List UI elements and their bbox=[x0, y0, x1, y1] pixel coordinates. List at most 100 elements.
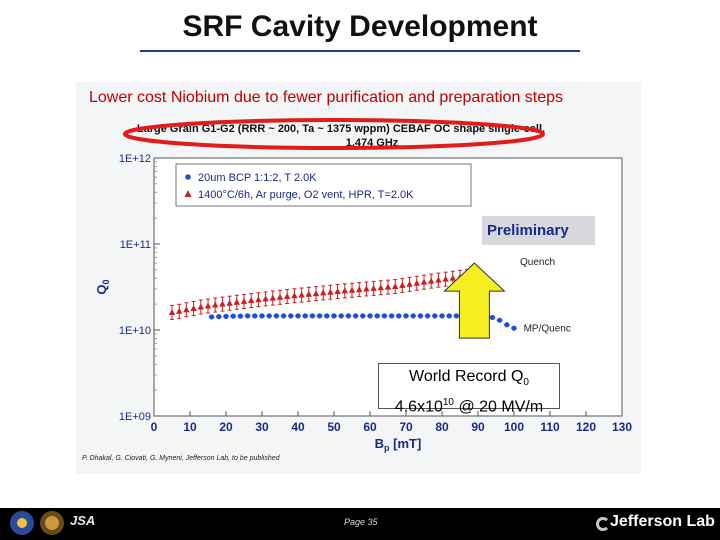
data-point-triangle bbox=[176, 307, 183, 314]
data-point-circle bbox=[389, 313, 395, 319]
data-point-circle bbox=[288, 313, 294, 319]
data-point-circle bbox=[432, 313, 438, 319]
data-point-circle bbox=[302, 313, 308, 319]
callout-line-1: World Record Q0 bbox=[409, 368, 529, 389]
x-tick-label: 20 bbox=[219, 420, 233, 434]
x-tick-label: 80 bbox=[435, 420, 449, 434]
data-point-triangle bbox=[327, 288, 334, 295]
x-tick-label: 10 bbox=[183, 420, 197, 434]
data-point-circle bbox=[403, 313, 409, 319]
data-point-circle bbox=[345, 313, 351, 319]
data-point-triangle bbox=[399, 281, 406, 288]
data-point-triangle bbox=[320, 289, 327, 296]
x-tick-label: 60 bbox=[363, 420, 377, 434]
data-point-triangle bbox=[204, 302, 212, 309]
chart-legend: 20um BCP 1:1:2, T 2.0K 1400°C/6h, Ar purg… bbox=[175, 163, 472, 207]
data-point-circle bbox=[453, 313, 459, 319]
title-highlight-ellipse bbox=[123, 118, 545, 150]
data-point-circle bbox=[374, 313, 380, 319]
legend-marker-circle bbox=[185, 174, 191, 180]
data-point-circle bbox=[223, 313, 229, 319]
data-point-circle bbox=[281, 313, 287, 319]
data-point-circle bbox=[367, 313, 373, 319]
y-tick-label: 1E+09 bbox=[119, 411, 151, 423]
y-tick-label: 1E+12 bbox=[119, 153, 151, 165]
x-tick-label: 30 bbox=[255, 420, 269, 434]
jefferson-lab-swoosh-icon bbox=[596, 517, 610, 531]
x-tick-label: 110 bbox=[540, 420, 560, 434]
data-point-circle bbox=[511, 325, 517, 331]
y-axis-label: Q0 bbox=[94, 279, 111, 294]
doe-seal-icon bbox=[10, 511, 34, 535]
y-tick-label: 1E+10 bbox=[119, 325, 151, 337]
callout-arrow bbox=[443, 262, 506, 339]
x-tick-label: 120 bbox=[576, 420, 596, 434]
data-point-circle bbox=[259, 313, 265, 319]
preliminary-badge: Preliminary bbox=[482, 216, 595, 245]
data-point-triangle bbox=[298, 291, 305, 298]
data-point-circle bbox=[230, 313, 236, 319]
data-point-circle bbox=[338, 313, 344, 319]
x-tick-label: 100 bbox=[504, 420, 524, 434]
data-point-triangle bbox=[219, 300, 226, 307]
data-point-triangle bbox=[341, 287, 348, 294]
world-record-callout: World Record Q0 4.6x1010 @ 20 MV/m bbox=[378, 363, 560, 416]
data-point-triangle bbox=[334, 288, 341, 295]
data-point-triangle bbox=[183, 306, 190, 313]
seal-icon bbox=[40, 511, 64, 535]
x-tick-label: 70 bbox=[399, 420, 413, 434]
legend-marker-triangle bbox=[184, 190, 192, 197]
data-point-triangle bbox=[284, 293, 291, 300]
data-point-circle bbox=[317, 313, 323, 319]
data-point-circle bbox=[381, 313, 387, 319]
chart-annotation: Quench bbox=[520, 257, 555, 268]
data-point-triangle bbox=[435, 276, 442, 283]
data-point-circle bbox=[425, 313, 431, 319]
chart-axes: 0 10 20 30 40 50 60 70 80 90 100 110 120 130 1E+09 1E+1… bbox=[94, 153, 632, 453]
chart-credit: P. Dhakal, G. Ciovati, G. Myneni, Jeffer… bbox=[82, 455, 281, 462]
data-point-triangle bbox=[226, 299, 233, 306]
data-point-triangle bbox=[428, 277, 435, 284]
data-point-triangle bbox=[291, 292, 298, 299]
data-point-triangle bbox=[392, 283, 399, 290]
data-point-circle bbox=[497, 317, 503, 323]
page-number: Page 35 bbox=[344, 517, 378, 527]
data-point-circle bbox=[273, 313, 279, 319]
data-point-circle bbox=[295, 313, 301, 319]
data-point-triangle bbox=[356, 286, 363, 293]
data-point-circle bbox=[309, 313, 315, 319]
jsa-logo: JSA bbox=[70, 513, 96, 528]
data-point-triangle bbox=[248, 297, 255, 304]
data-point-triangle bbox=[168, 308, 176, 315]
data-point-triangle bbox=[348, 286, 356, 293]
x-tick-label: 130 bbox=[612, 420, 632, 434]
data-point-triangle bbox=[190, 304, 197, 311]
data-point-circle bbox=[252, 313, 258, 319]
jefferson-lab-logo: Jefferson Lab bbox=[610, 513, 715, 530]
callout-line-2: 4.6x1010 @ 20 MV/m bbox=[394, 397, 544, 416]
data-point-triangle bbox=[240, 297, 248, 304]
data-point-triangle bbox=[197, 303, 204, 310]
data-point-triangle bbox=[420, 278, 428, 285]
legend-entry: 1400°C/6h, Ar purge, O2 vent, HPR, T=2.0… bbox=[198, 189, 414, 201]
data-point-circle bbox=[209, 314, 215, 320]
data-point-triangle bbox=[363, 285, 370, 292]
data-point-triangle bbox=[312, 290, 320, 297]
chart-annotation: MP/Quenc bbox=[524, 323, 571, 334]
data-point-triangle bbox=[384, 283, 392, 290]
slide-subtitle: Lower cost Niobium due to fewer purifica… bbox=[89, 89, 564, 106]
data-point-circle bbox=[446, 313, 452, 319]
data-point-circle bbox=[504, 322, 510, 328]
data-point-circle bbox=[245, 313, 251, 319]
y-tick-label: 1E+11 bbox=[120, 239, 151, 251]
x-tick-label: 0 bbox=[151, 420, 158, 434]
data-point-circle bbox=[237, 313, 243, 319]
data-point-triangle bbox=[305, 290, 312, 297]
title-divider bbox=[140, 50, 580, 52]
legend-entry: 20um BCP 1:1:2, T 2.0K bbox=[198, 172, 317, 184]
x-tick-label: 90 bbox=[471, 420, 485, 434]
data-point-circle bbox=[353, 313, 359, 319]
data-point-triangle bbox=[269, 294, 276, 301]
data-point-circle bbox=[324, 313, 330, 319]
data-point-triangle bbox=[370, 284, 377, 291]
